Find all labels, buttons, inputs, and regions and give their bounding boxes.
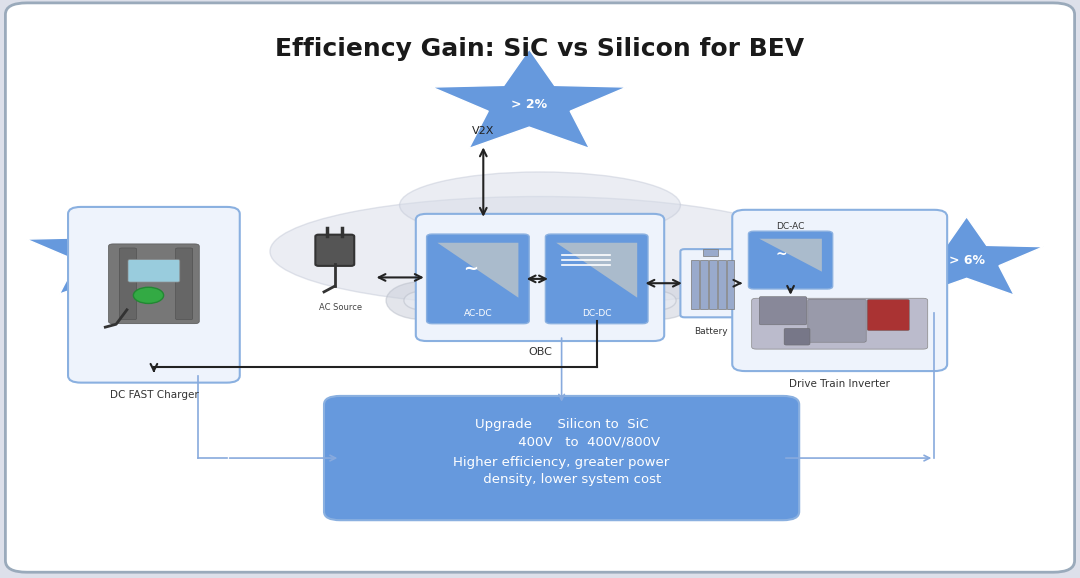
Ellipse shape bbox=[387, 281, 457, 319]
Text: V2X: V2X bbox=[472, 126, 495, 136]
FancyBboxPatch shape bbox=[175, 248, 193, 320]
Text: Drive Train Inverter: Drive Train Inverter bbox=[789, 379, 890, 388]
Polygon shape bbox=[556, 243, 637, 298]
Text: > 6%: > 6% bbox=[948, 254, 985, 266]
FancyBboxPatch shape bbox=[718, 260, 726, 309]
FancyBboxPatch shape bbox=[545, 234, 648, 324]
FancyBboxPatch shape bbox=[680, 249, 741, 317]
FancyBboxPatch shape bbox=[120, 248, 136, 320]
Polygon shape bbox=[890, 217, 1043, 295]
Ellipse shape bbox=[400, 172, 680, 238]
Text: Efficiency Gain: SiC vs Silicon for BEV: Efficiency Gain: SiC vs Silicon for BEV bbox=[275, 37, 805, 61]
FancyBboxPatch shape bbox=[416, 214, 664, 341]
Ellipse shape bbox=[404, 291, 438, 310]
Polygon shape bbox=[437, 243, 518, 298]
Text: OBC: OBC bbox=[528, 347, 552, 357]
Text: density, lower system cost: density, lower system cost bbox=[462, 473, 661, 486]
FancyBboxPatch shape bbox=[808, 299, 866, 342]
Polygon shape bbox=[759, 239, 822, 272]
Ellipse shape bbox=[270, 197, 810, 306]
FancyBboxPatch shape bbox=[700, 260, 707, 309]
FancyBboxPatch shape bbox=[324, 396, 799, 520]
Text: AC-DC: AC-DC bbox=[463, 309, 492, 318]
Text: Upgrade      Silicon to  SiC: Upgrade Silicon to SiC bbox=[475, 418, 648, 431]
Ellipse shape bbox=[624, 281, 693, 319]
FancyBboxPatch shape bbox=[752, 298, 928, 349]
FancyBboxPatch shape bbox=[727, 260, 734, 309]
FancyBboxPatch shape bbox=[748, 231, 833, 289]
Ellipse shape bbox=[642, 291, 676, 310]
Text: > 2%: > 2% bbox=[511, 98, 548, 110]
FancyBboxPatch shape bbox=[867, 299, 909, 331]
Text: AC Source: AC Source bbox=[319, 303, 362, 313]
FancyBboxPatch shape bbox=[427, 234, 529, 324]
FancyBboxPatch shape bbox=[129, 260, 180, 282]
FancyBboxPatch shape bbox=[691, 260, 699, 309]
Ellipse shape bbox=[134, 287, 164, 303]
FancyBboxPatch shape bbox=[708, 260, 717, 309]
FancyBboxPatch shape bbox=[315, 235, 354, 266]
FancyBboxPatch shape bbox=[784, 328, 810, 345]
FancyBboxPatch shape bbox=[5, 3, 1075, 572]
Text: DC FAST Charger: DC FAST Charger bbox=[109, 390, 199, 400]
Text: Battery: Battery bbox=[693, 327, 728, 336]
FancyBboxPatch shape bbox=[759, 297, 807, 325]
Text: ~: ~ bbox=[775, 248, 787, 262]
Text: ~: ~ bbox=[463, 260, 478, 278]
FancyBboxPatch shape bbox=[108, 244, 199, 324]
FancyBboxPatch shape bbox=[732, 210, 947, 371]
FancyBboxPatch shape bbox=[703, 249, 718, 256]
Text: DC-DC: DC-DC bbox=[582, 309, 611, 318]
FancyBboxPatch shape bbox=[68, 207, 240, 383]
Text: > 2%: > 2% bbox=[95, 248, 132, 261]
Polygon shape bbox=[432, 49, 626, 149]
Text: 400V   to  400V/800V: 400V to 400V/800V bbox=[463, 436, 660, 449]
Text: DC-AC: DC-AC bbox=[777, 222, 805, 231]
Polygon shape bbox=[26, 205, 201, 294]
Text: Higher efficiency, greater power: Higher efficiency, greater power bbox=[454, 456, 670, 469]
